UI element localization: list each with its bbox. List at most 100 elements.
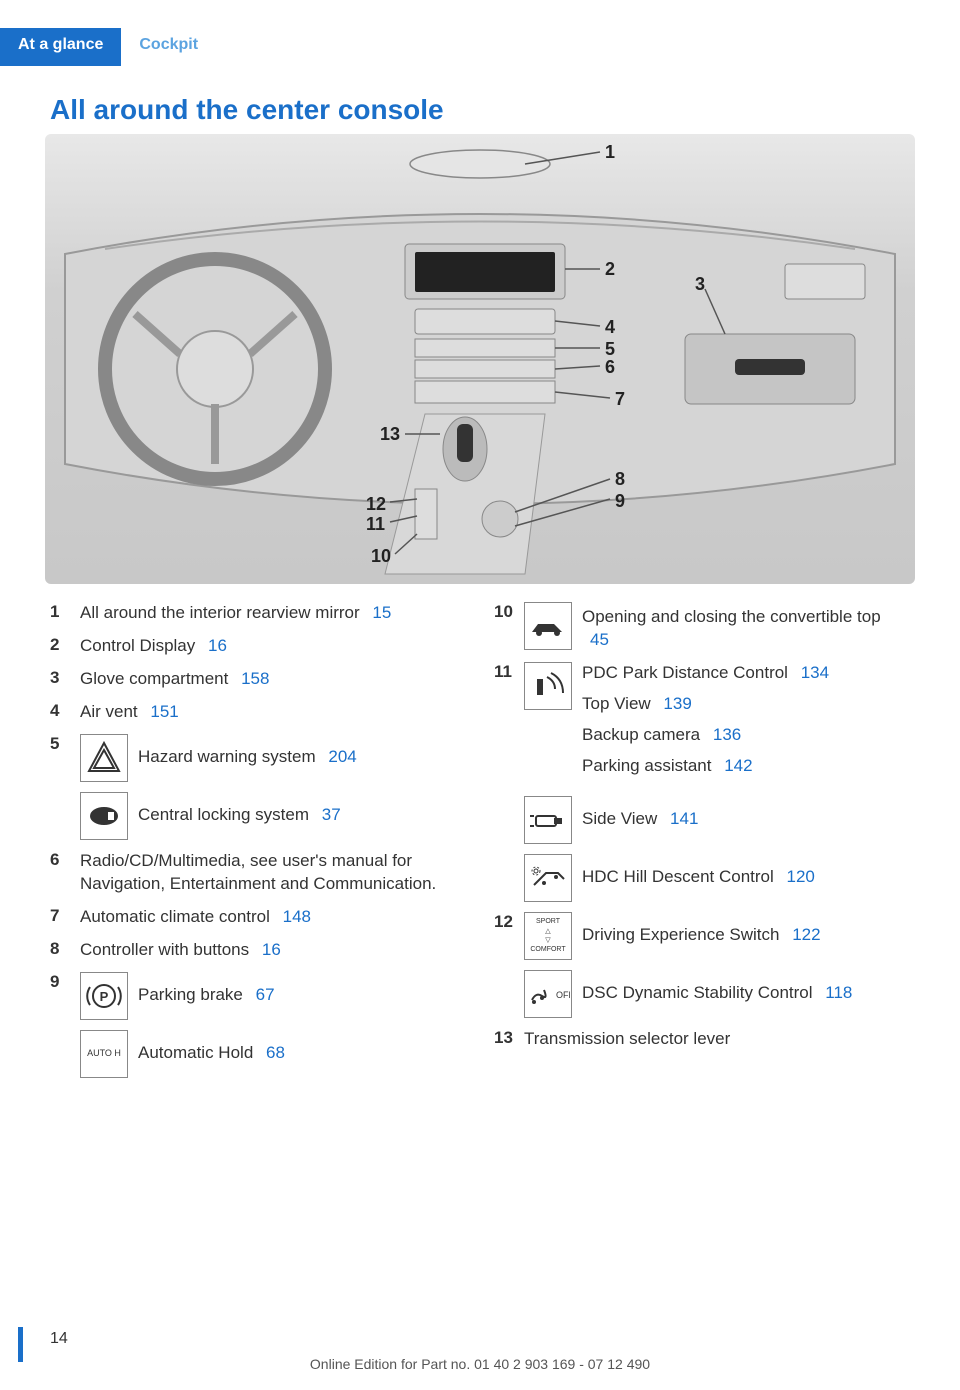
item-5: 5 Hazard warning system 204 [50,734,466,782]
item-12: 12 SPORT △ ▽ COMFORT Driving Experience … [494,912,910,960]
page-ref[interactable]: 45 [590,630,609,649]
callout-6: 6 [605,357,615,378]
item-text: Air vent 151 [80,701,466,724]
item-text: All around the interior rearview mir­ror… [80,602,466,625]
item-11-hdc: HDC Hill Descent Control 120 [494,854,910,902]
dashboard-illustration [45,134,915,584]
icon-cell [524,796,582,844]
item-num: 6 [50,850,80,870]
item-text: Central locking system 37 [138,792,466,827]
item-num: 4 [50,701,80,721]
driving-experience-icon: SPORT △ ▽ COMFORT [524,912,572,960]
legend-columns: 1 All around the interior rearview mir­r… [50,602,910,1088]
svg-text:P: P [100,989,109,1004]
callout-1: 1 [605,142,615,163]
svg-text:OFF: OFF [556,990,570,1000]
item-text: Automatic climate control 148 [80,906,466,929]
item-8: 8 Controller with buttons 16 [50,939,466,962]
callout-11: 11 [366,514,385,535]
dsc-off-icon: OFF [524,970,572,1018]
item-2: 2 Control Display 16 [50,635,466,658]
item-num: 1 [50,602,80,622]
callout-10: 10 [371,546,391,567]
item-text: DSC Dynamic Stability Con­trol 118 [582,970,910,1005]
item-num: 5 [50,734,80,754]
item-num: 11 [494,662,524,682]
icon-cell: OFF [524,970,582,1018]
item-text: HDC Hill Descent Control 120 [582,854,910,889]
item-12-dsc: OFF DSC Dynamic Stability Con­trol 118 [494,970,910,1018]
parking-brake-icon: P [80,972,128,1020]
item-num: 12 [494,912,524,932]
callout-2: 2 [605,259,615,280]
item-11: 11 PDC Park Distance Control 134 Top Vie… [494,662,910,786]
item-text: Parking brake 67 [138,972,466,1007]
page-ref[interactable]: 68 [266,1043,285,1062]
center-console-diagram: 1 2 3 4 5 6 7 8 9 10 11 12 13 [45,134,915,584]
page-ref[interactable]: 136 [713,725,741,744]
page-ref[interactable]: 118 [825,983,852,1002]
convertible-icon [524,602,572,650]
item-text: PDC Park Distance Control 134 [582,662,910,685]
item-text: Parking assistant 142 [582,755,910,778]
item-text: Automatic Hold 68 [138,1030,466,1065]
icon-cell [524,662,582,710]
callout-9: 9 [615,491,625,512]
page-ref[interactable]: 151 [150,702,178,721]
item-5-sub: Central locking system 37 [50,792,466,840]
item-text: Backup camera 136 [582,724,910,747]
page-ref[interactable]: 158 [241,669,269,688]
left-column: 1 All around the interior rearview mir­r… [50,602,466,1088]
item-text: Controller with buttons 16 [80,939,466,962]
page-ref[interactable]: 141 [670,809,698,828]
item-num: 13 [494,1028,524,1048]
item-num: 8 [50,939,80,959]
item-4: 4 Air vent 151 [50,701,466,724]
page-ref[interactable]: 67 [256,985,275,1004]
page-ref[interactable]: 16 [208,636,227,655]
page-ref[interactable]: 148 [283,907,311,926]
item-9: 9 P Parking brake 67 [50,972,466,1020]
hazard-icon [80,734,128,782]
item-9-sub: AUTO H Automatic Hold 68 [50,1030,466,1078]
item-text: Opening and closing the convertible top … [582,602,910,652]
footer-text: Online Edition for Part no. 01 40 2 903 … [0,1356,960,1372]
callout-4: 4 [605,317,615,338]
header-tab: At a glance [0,28,121,66]
page-number: 14 [50,1330,68,1348]
item-6: 6 Radio/CD/Multimedia, see user's manual… [50,850,466,896]
item-num: 7 [50,906,80,926]
page-ref[interactable]: 16 [262,940,281,959]
item-13: 13 Transmission selector lever [494,1028,910,1051]
item-text: Side View 141 [582,796,910,831]
page-ref[interactable]: 204 [328,747,356,766]
callout-12: 12 [366,494,386,515]
hdc-icon [524,854,572,902]
page-ref[interactable]: 15 [372,603,391,622]
item-text: Control Display 16 [80,635,466,658]
pdc-icon [524,662,572,710]
icon-cell [80,734,138,782]
page-ref[interactable]: 37 [322,805,341,824]
right-column: 10 Opening and closing the convertible t… [494,602,910,1088]
callout-8: 8 [615,469,625,490]
item-text: Hazard warning system 204 [138,734,466,769]
page-ref[interactable]: 134 [801,663,829,682]
callout-3: 3 [695,274,705,295]
item-num: 9 [50,972,80,992]
item-text: Transmission selector lever [524,1028,910,1051]
item-3: 3 Glove compartment 158 [50,668,466,691]
page-ref[interactable]: 120 [787,867,815,886]
icon-cell [524,854,582,902]
page-ref[interactable]: 139 [663,694,691,713]
item-1: 1 All around the interior rearview mir­r… [50,602,466,625]
item-text: Top View 139 [582,693,910,716]
page-ref[interactable]: 142 [724,756,752,775]
item-text: Driving Experience Switch 122 [582,912,910,947]
item-body: PDC Park Distance Control 134 Top View 1… [582,662,910,786]
page-ref[interactable]: 122 [792,925,820,944]
item-num: 2 [50,635,80,655]
item-text: Glove compartment 158 [80,668,466,691]
item-7: 7 Automatic climate control 148 [50,906,466,929]
item-10: 10 Opening and closing the convertible t… [494,602,910,652]
